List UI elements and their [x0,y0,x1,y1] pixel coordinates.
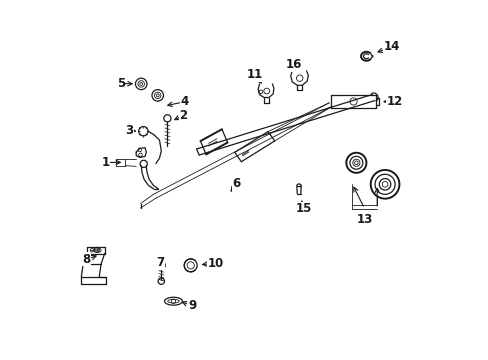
Text: 16: 16 [285,58,302,71]
Text: 7: 7 [156,256,164,269]
Text: 15: 15 [295,202,311,215]
Text: 8: 8 [82,253,91,266]
Text: 6: 6 [232,177,240,190]
Text: 14: 14 [383,40,400,53]
Text: 9: 9 [187,299,196,312]
Text: 10: 10 [207,257,224,270]
Text: 1: 1 [101,156,109,169]
Text: 5: 5 [117,77,124,90]
Text: 2: 2 [179,109,187,122]
Text: 11: 11 [246,68,262,81]
Text: 4: 4 [180,95,188,108]
Text: 12: 12 [386,95,403,108]
Text: 3: 3 [125,124,133,137]
Text: 13: 13 [356,213,372,226]
